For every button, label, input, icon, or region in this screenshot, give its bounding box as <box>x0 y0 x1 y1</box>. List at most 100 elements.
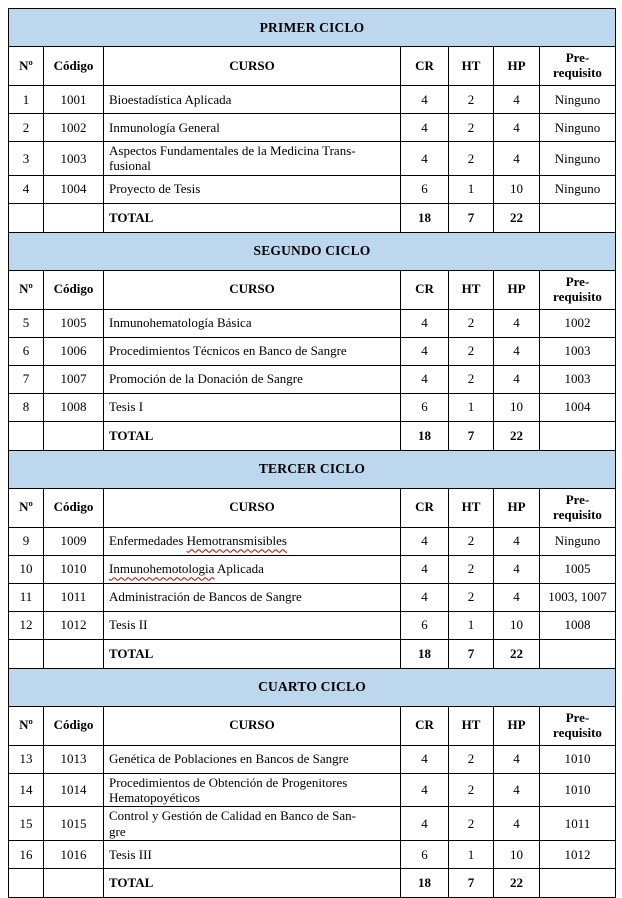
course-name-cell: Inmunohemotologia Aplicada <box>103 554 401 584</box>
prerequisite-cell: Ninguno <box>539 141 616 176</box>
course-code-cell: 1002 <box>43 113 104 142</box>
column-header-codigo: Código <box>43 487 104 528</box>
theory-hours-cell: 2 <box>448 364 494 394</box>
practice-hours-cell: 4 <box>493 744 540 774</box>
prerequisite-cell: 1010 <box>539 772 616 808</box>
theory-hours-cell: 2 <box>448 772 494 808</box>
prerequisite-cell: Ninguno <box>539 113 616 142</box>
practice-hours-cell: 10 <box>493 839 540 869</box>
course-row: 4 1004 Proyecto de Tesis 6 1 10 Ninguno <box>8 174 616 204</box>
credits-cell: 4 <box>400 554 449 584</box>
total-credits-cell: 18 <box>400 638 449 669</box>
practice-hours-cell: 4 <box>493 141 540 176</box>
curriculum-table-body: PRIMER CICLO Nº Código CURSO CR HT HP Pre-requi… <box>8 8 616 898</box>
course-code-cell: 1013 <box>43 744 104 774</box>
course-number-cell: 13 <box>8 744 44 774</box>
prerequisite-cell: 1003 <box>539 364 616 394</box>
course-row: 16 1016 Tesis III 6 1 10 1012 <box>8 839 616 869</box>
course-number-cell: 8 <box>8 392 44 422</box>
column-header-ht: HT <box>448 487 494 528</box>
theory-hours-cell: 1 <box>448 174 494 204</box>
credits-cell: 4 <box>400 85 449 114</box>
course-code-cell: 1012 <box>43 610 104 640</box>
theory-hours-cell: 1 <box>448 392 494 422</box>
course-code-cell: 1005 <box>43 308 104 338</box>
theory-hours-cell: 2 <box>448 336 494 366</box>
course-name-cell: Procedimientos de Obtención de Progenito… <box>103 772 401 808</box>
section-title: TERCER CICLO <box>8 449 616 489</box>
column-header-n: Nº <box>8 269 44 310</box>
total-empty-pre-cell <box>539 867 616 898</box>
column-header-hp: HP <box>493 705 540 746</box>
total-label-cell: TOTAL <box>103 638 401 669</box>
total-practice-hours-cell: 22 <box>493 867 540 898</box>
course-number-cell: 6 <box>8 336 44 366</box>
column-header-n: Nº <box>8 705 44 746</box>
course-number-cell: 12 <box>8 610 44 640</box>
column-header-curso: CURSO <box>103 46 401 86</box>
prerequisite-cell: Ninguno <box>539 526 616 556</box>
total-practice-hours-cell: 22 <box>493 420 540 451</box>
column-header-row: Nº Código CURSO CR HT HP Pre-requisito <box>8 705 616 746</box>
column-header-hp: HP <box>493 269 540 310</box>
column-header-row: Nº Código CURSO CR HT HP Pre-requisito <box>8 269 616 310</box>
total-practice-hours-cell: 22 <box>493 202 540 233</box>
prerequisite-cell: 1012 <box>539 839 616 869</box>
course-row: 11 1011 Administración de Bancos de Sangre… <box>8 582 616 612</box>
course-name-cell: Inmunohematología Básica <box>103 308 401 338</box>
theory-hours-cell: 2 <box>448 141 494 176</box>
total-theory-hours-cell: 7 <box>448 420 494 451</box>
course-code-cell: 1009 <box>43 526 104 556</box>
total-empty-pre-cell <box>539 420 616 451</box>
prerequisite-cell: Ninguno <box>539 174 616 204</box>
course-row: 6 1006 Procedimientos Técnicos en Banco de… <box>8 336 616 366</box>
course-name-cell: Control y Gestión de Calidad en Banco de… <box>103 806 401 841</box>
course-number-cell: 2 <box>8 113 44 142</box>
prerequisite-cell: 1011 <box>539 806 616 841</box>
course-code-cell: 1008 <box>43 392 104 422</box>
practice-hours-cell: 4 <box>493 308 540 338</box>
theory-hours-cell: 2 <box>448 85 494 114</box>
theory-hours-cell: 2 <box>448 113 494 142</box>
credits-cell: 6 <box>400 839 449 869</box>
course-number-cell: 5 <box>8 308 44 338</box>
total-row: TOTAL 18 7 22 <box>8 202 616 233</box>
column-header-cr: CR <box>400 487 449 528</box>
theory-hours-cell: 2 <box>448 308 494 338</box>
prerequisite-cell: Ninguno <box>539 85 616 114</box>
total-empty-codigo-cell <box>43 638 104 669</box>
column-header-ht: HT <box>448 269 494 310</box>
column-header-prerequisito: Pre-requisito <box>539 705 616 746</box>
practice-hours-cell: 4 <box>493 526 540 556</box>
course-code-cell: 1007 <box>43 364 104 394</box>
course-name-cell: Tesis III <box>103 839 401 869</box>
total-empty-n-cell <box>8 638 44 669</box>
total-empty-n-cell <box>8 867 44 898</box>
section-title: PRIMER CICLO <box>8 8 616 47</box>
credits-cell: 4 <box>400 141 449 176</box>
course-number-cell: 11 <box>8 582 44 612</box>
total-empty-codigo-cell <box>43 867 104 898</box>
practice-hours-cell: 10 <box>493 392 540 422</box>
total-label-cell: TOTAL <box>103 202 401 233</box>
total-credits-cell: 18 <box>400 420 449 451</box>
credits-cell: 4 <box>400 113 449 142</box>
prerequisite-cell: 1004 <box>539 392 616 422</box>
credits-cell: 4 <box>400 582 449 612</box>
column-header-n: Nº <box>8 46 44 86</box>
section-title: SEGUNDO CICLO <box>8 231 616 271</box>
practice-hours-cell: 10 <box>493 610 540 640</box>
column-header-cr: CR <box>400 269 449 310</box>
practice-hours-cell: 4 <box>493 554 540 584</box>
total-empty-codigo-cell <box>43 420 104 451</box>
total-theory-hours-cell: 7 <box>448 867 494 898</box>
course-number-cell: 7 <box>8 364 44 394</box>
theory-hours-cell: 2 <box>448 554 494 584</box>
total-label-cell: TOTAL <box>103 420 401 451</box>
course-row: 3 1003 Aspectos Fundamentales de la Medici… <box>8 141 616 176</box>
total-row: TOTAL 18 7 22 <box>8 420 616 451</box>
credits-cell: 4 <box>400 772 449 808</box>
course-row: 15 1015 Control y Gestión de Calidad en Ba… <box>8 806 616 841</box>
course-code-cell: 1015 <box>43 806 104 841</box>
section-band-row: PRIMER CICLO <box>8 8 616 47</box>
